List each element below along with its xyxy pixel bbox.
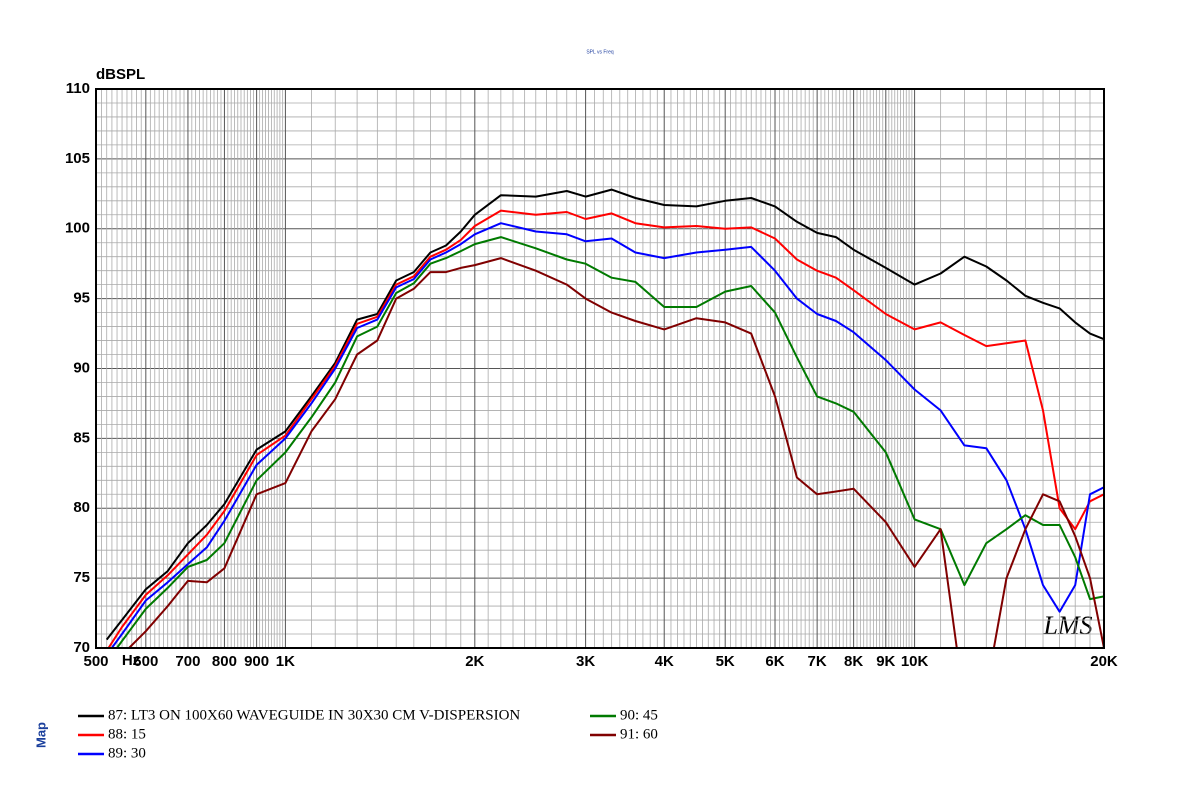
x-tick-label: 2K (465, 653, 484, 670)
y-tick-label: 80 (73, 499, 90, 516)
y-tick-label: 70 (73, 639, 90, 656)
plot-frame (95, 88, 1105, 649)
series-line (107, 209, 1104, 648)
legend-label: 88: 15 (108, 726, 146, 742)
x-tick-label: 5K (716, 653, 735, 670)
grid (95, 88, 1105, 649)
y-tick-label: 75 (73, 569, 90, 586)
watermark: LMS (1042, 611, 1092, 640)
x-tick-label: 4K (655, 653, 674, 670)
y-tick-label: 95 (73, 290, 90, 307)
series-line (105, 188, 1104, 641)
x-tick-label: 700 (175, 653, 200, 670)
series-line (115, 236, 1104, 648)
y-tick-label: 100 (65, 220, 90, 237)
x-tick-label: 800 (212, 653, 237, 670)
side-label: Map (33, 722, 48, 748)
x-tick-label: 20K (1090, 653, 1118, 670)
x-tick-label: 900 (244, 653, 269, 670)
x-tick-label: 600 (133, 653, 158, 670)
x-tick-label: 10K (901, 653, 929, 670)
legend-label: 87: LT3 ON 100X60 WAVEGUIDE IN 30X30 CM … (108, 707, 520, 723)
plot-lines (105, 188, 1104, 648)
y-tick-label: 90 (73, 359, 90, 376)
y-tick-label: 110 (66, 80, 90, 97)
x-tick-label: 500 (83, 653, 108, 670)
series-line (127, 257, 1104, 648)
y-tick-label: 85 (73, 429, 90, 446)
x-tick-label: 3K (576, 653, 595, 670)
series-line (110, 222, 1104, 648)
legend-label: 89: 30 (108, 745, 146, 761)
legend-label: 91: 60 (620, 726, 658, 742)
x-tick-label: 9K (876, 653, 895, 670)
y-axis-label: dBSPL (96, 66, 145, 83)
y-tick-label: 105 (65, 150, 90, 167)
legend-label: 90: 45 (620, 707, 658, 723)
x-axis-label: Hz (122, 652, 140, 669)
legend: 87: LT3 ON 100X60 WAVEGUIDE IN 30X30 CM … (78, 707, 658, 761)
x-tick-label: 1K (276, 653, 295, 670)
chart-title: SPL vs Freq (586, 49, 614, 55)
x-tick-label: 7K (808, 653, 827, 670)
x-tick-label: 8K (844, 653, 863, 670)
x-tick-label: 6K (765, 653, 784, 670)
